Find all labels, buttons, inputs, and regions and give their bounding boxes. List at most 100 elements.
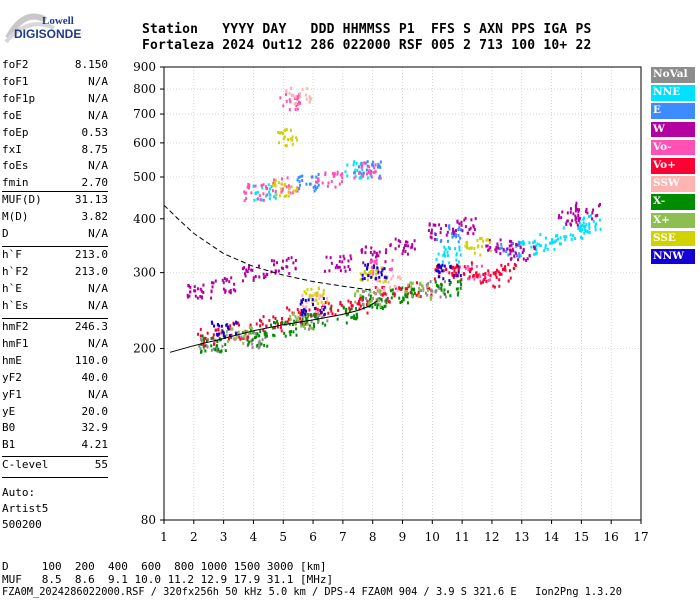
data-point (297, 319, 300, 323)
data-point (575, 201, 578, 205)
data-point (359, 272, 362, 276)
data-point (278, 194, 281, 198)
data-point (202, 344, 205, 348)
data-point (357, 165, 360, 169)
data-point (473, 277, 476, 281)
data-point (330, 261, 333, 265)
data-point (410, 291, 413, 295)
param-value: 213.0 (74, 248, 108, 261)
data-point (237, 321, 240, 325)
data-point (325, 255, 328, 259)
data-point (481, 280, 484, 284)
data-point (386, 296, 389, 300)
data-point (493, 271, 496, 275)
data-point (294, 267, 297, 271)
data-point (324, 301, 327, 305)
data-point (380, 273, 383, 277)
legend-item: X- (651, 194, 695, 210)
data-point (443, 250, 446, 254)
data-point (380, 266, 383, 270)
data-point (521, 251, 524, 255)
data-point (337, 308, 340, 312)
data-point (394, 237, 397, 241)
data-point (384, 299, 387, 303)
data-point (464, 244, 467, 248)
data-point (344, 269, 347, 273)
data-point (327, 311, 330, 315)
data-point (198, 344, 201, 348)
data-point (578, 221, 581, 225)
y-tick-label: 700 (133, 107, 156, 121)
data-point (224, 290, 227, 294)
data-point (422, 287, 425, 291)
data-point (210, 281, 213, 285)
data-point (458, 248, 461, 252)
data-point (448, 247, 451, 251)
data-point (333, 173, 336, 177)
data-point (213, 324, 216, 328)
data-point (233, 322, 236, 326)
data-point (277, 269, 280, 273)
data-point (528, 241, 531, 245)
data-point (334, 313, 337, 317)
data-point (280, 130, 283, 134)
data-point (477, 245, 480, 249)
data-point (204, 344, 207, 348)
data-point (389, 289, 392, 293)
data-point (345, 321, 348, 325)
data-point (550, 238, 553, 242)
x-tick-label: 14 (544, 530, 560, 544)
data-point (399, 277, 402, 281)
data-point (430, 231, 433, 235)
data-point (304, 93, 307, 97)
data-point (367, 274, 370, 278)
data-point (339, 302, 342, 306)
data-point (382, 292, 385, 296)
data-point (486, 238, 489, 242)
y-tick-label: 900 (133, 60, 156, 74)
data-point (360, 176, 363, 180)
data-point (478, 273, 481, 277)
data-point (439, 295, 442, 299)
data-point (500, 263, 503, 267)
data-point (371, 305, 374, 309)
data-point (217, 328, 220, 332)
data-point (252, 278, 255, 282)
data-point (263, 332, 266, 336)
data-point (404, 290, 407, 294)
data-point (420, 289, 423, 293)
data-point (296, 308, 299, 312)
data-point (384, 292, 387, 296)
data-point (575, 207, 578, 211)
data-point (585, 223, 588, 227)
data-point (193, 285, 196, 289)
data-point (272, 182, 275, 186)
data-point (374, 286, 377, 290)
data-point (305, 300, 308, 304)
data-point (380, 270, 383, 274)
data-point (312, 185, 315, 189)
data-point (434, 232, 437, 236)
data-point (311, 326, 314, 330)
data-point (292, 312, 295, 316)
data-point (552, 241, 555, 245)
data-point (262, 198, 265, 202)
data-point (293, 319, 296, 323)
data-point (288, 190, 291, 194)
data-point (287, 194, 290, 198)
data-point (362, 302, 365, 306)
y-tick-label: 400 (133, 212, 156, 226)
data-point (362, 171, 365, 175)
data-point (530, 245, 533, 249)
param-value: N/A (88, 336, 108, 350)
data-point (522, 257, 525, 261)
data-point (488, 248, 491, 252)
data-point (286, 320, 289, 324)
data-point (440, 288, 443, 292)
data-point (456, 280, 459, 284)
data-point (381, 285, 384, 289)
data-point (285, 144, 288, 148)
data-point (406, 287, 409, 291)
data-point (574, 209, 577, 213)
param-value: 213.0 (74, 264, 108, 278)
